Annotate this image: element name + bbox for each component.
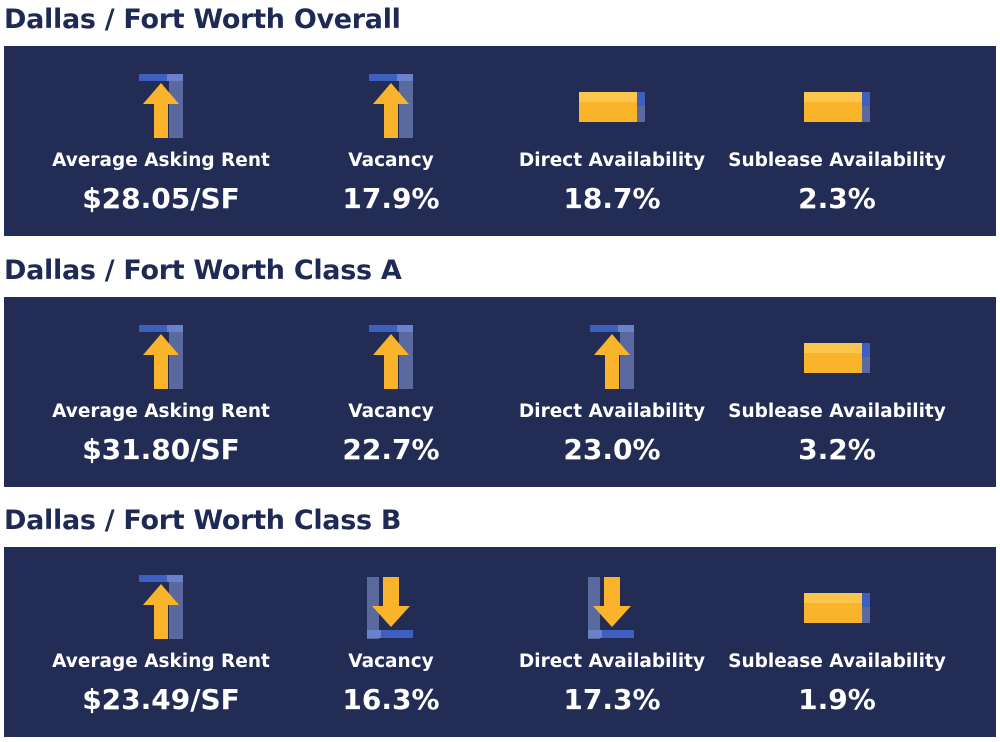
- metric-average-asking-rent: Average Asking Rent $31.80/SF: [36, 297, 286, 487]
- metric-value: 1.9%: [798, 683, 876, 716]
- metric-sublease-availability: Sublease Availability 1.9%: [712, 547, 962, 737]
- metric-value: 2.3%: [798, 182, 876, 215]
- metric-label: Direct Availability: [518, 401, 706, 422]
- metric-value: 22.7%: [342, 433, 440, 466]
- metric-direct-availability: Direct Availability 23.0%: [487, 297, 737, 487]
- arrow-up-icon: [137, 325, 185, 395]
- metric-vacancy: Vacancy 16.3%: [266, 547, 516, 737]
- metric-value: 17.9%: [342, 182, 440, 215]
- metric-label: Vacancy: [348, 401, 434, 422]
- metric-direct-availability: Direct Availability 17.3%: [487, 547, 737, 737]
- arrow-up-icon: [137, 575, 185, 645]
- metric-label: Sublease Availability: [728, 651, 946, 672]
- metric-value: $28.05/SF: [82, 182, 240, 215]
- metric-label: Direct Availability: [518, 150, 706, 171]
- section-title: Dallas / Fort Worth Class B: [4, 505, 402, 536]
- arrow-flat-icon: [579, 90, 645, 128]
- arrow-up-icon: [367, 74, 415, 144]
- arrow-flat-icon: [804, 341, 870, 379]
- arrow-down-icon: [367, 575, 415, 645]
- metric-vacancy: Vacancy 17.9%: [266, 46, 516, 236]
- metric-value: $31.80/SF: [82, 433, 240, 466]
- metric-value: $23.49/SF: [82, 683, 240, 716]
- metric-label: Direct Availability: [518, 651, 706, 672]
- metric-label: Vacancy: [348, 150, 434, 171]
- metric-value: 23.0%: [563, 433, 661, 466]
- metric-value: 18.7%: [563, 182, 661, 215]
- metric-label: Average Asking Rent: [52, 150, 270, 171]
- metric-vacancy: Vacancy 22.7%: [266, 297, 516, 487]
- metrics-panel: Average Asking Rent $31.80/SF Vacancy 22…: [4, 297, 996, 487]
- metric-label: Average Asking Rent: [52, 401, 270, 422]
- metrics-panel: Average Asking Rent $28.05/SF Vacancy 17…: [4, 46, 996, 236]
- arrow-flat-icon: [804, 90, 870, 128]
- metric-sublease-availability: Sublease Availability 3.2%: [712, 297, 962, 487]
- metric-average-asking-rent: Average Asking Rent $23.49/SF: [36, 547, 286, 737]
- metric-sublease-availability: Sublease Availability 2.3%: [712, 46, 962, 236]
- metric-label: Sublease Availability: [728, 150, 946, 171]
- metric-value: 17.3%: [563, 683, 661, 716]
- metric-label: Vacancy: [348, 651, 434, 672]
- metric-label: Average Asking Rent: [52, 651, 270, 672]
- arrow-flat-icon: [804, 591, 870, 629]
- arrow-down-icon: [588, 575, 636, 645]
- metric-value: 16.3%: [342, 683, 440, 716]
- arrow-up-icon: [588, 325, 636, 395]
- metrics-panel: Average Asking Rent $23.49/SF Vacancy 16…: [4, 547, 996, 737]
- metric-value: 3.2%: [798, 433, 876, 466]
- section-title: Dallas / Fort Worth Class A: [4, 255, 402, 286]
- arrow-up-icon: [367, 325, 415, 395]
- metric-label: Sublease Availability: [728, 401, 946, 422]
- metric-average-asking-rent: Average Asking Rent $28.05/SF: [36, 46, 286, 236]
- metric-direct-availability: Direct Availability 18.7%: [487, 46, 737, 236]
- arrow-up-icon: [137, 74, 185, 144]
- section-title: Dallas / Fort Worth Overall: [4, 4, 401, 35]
